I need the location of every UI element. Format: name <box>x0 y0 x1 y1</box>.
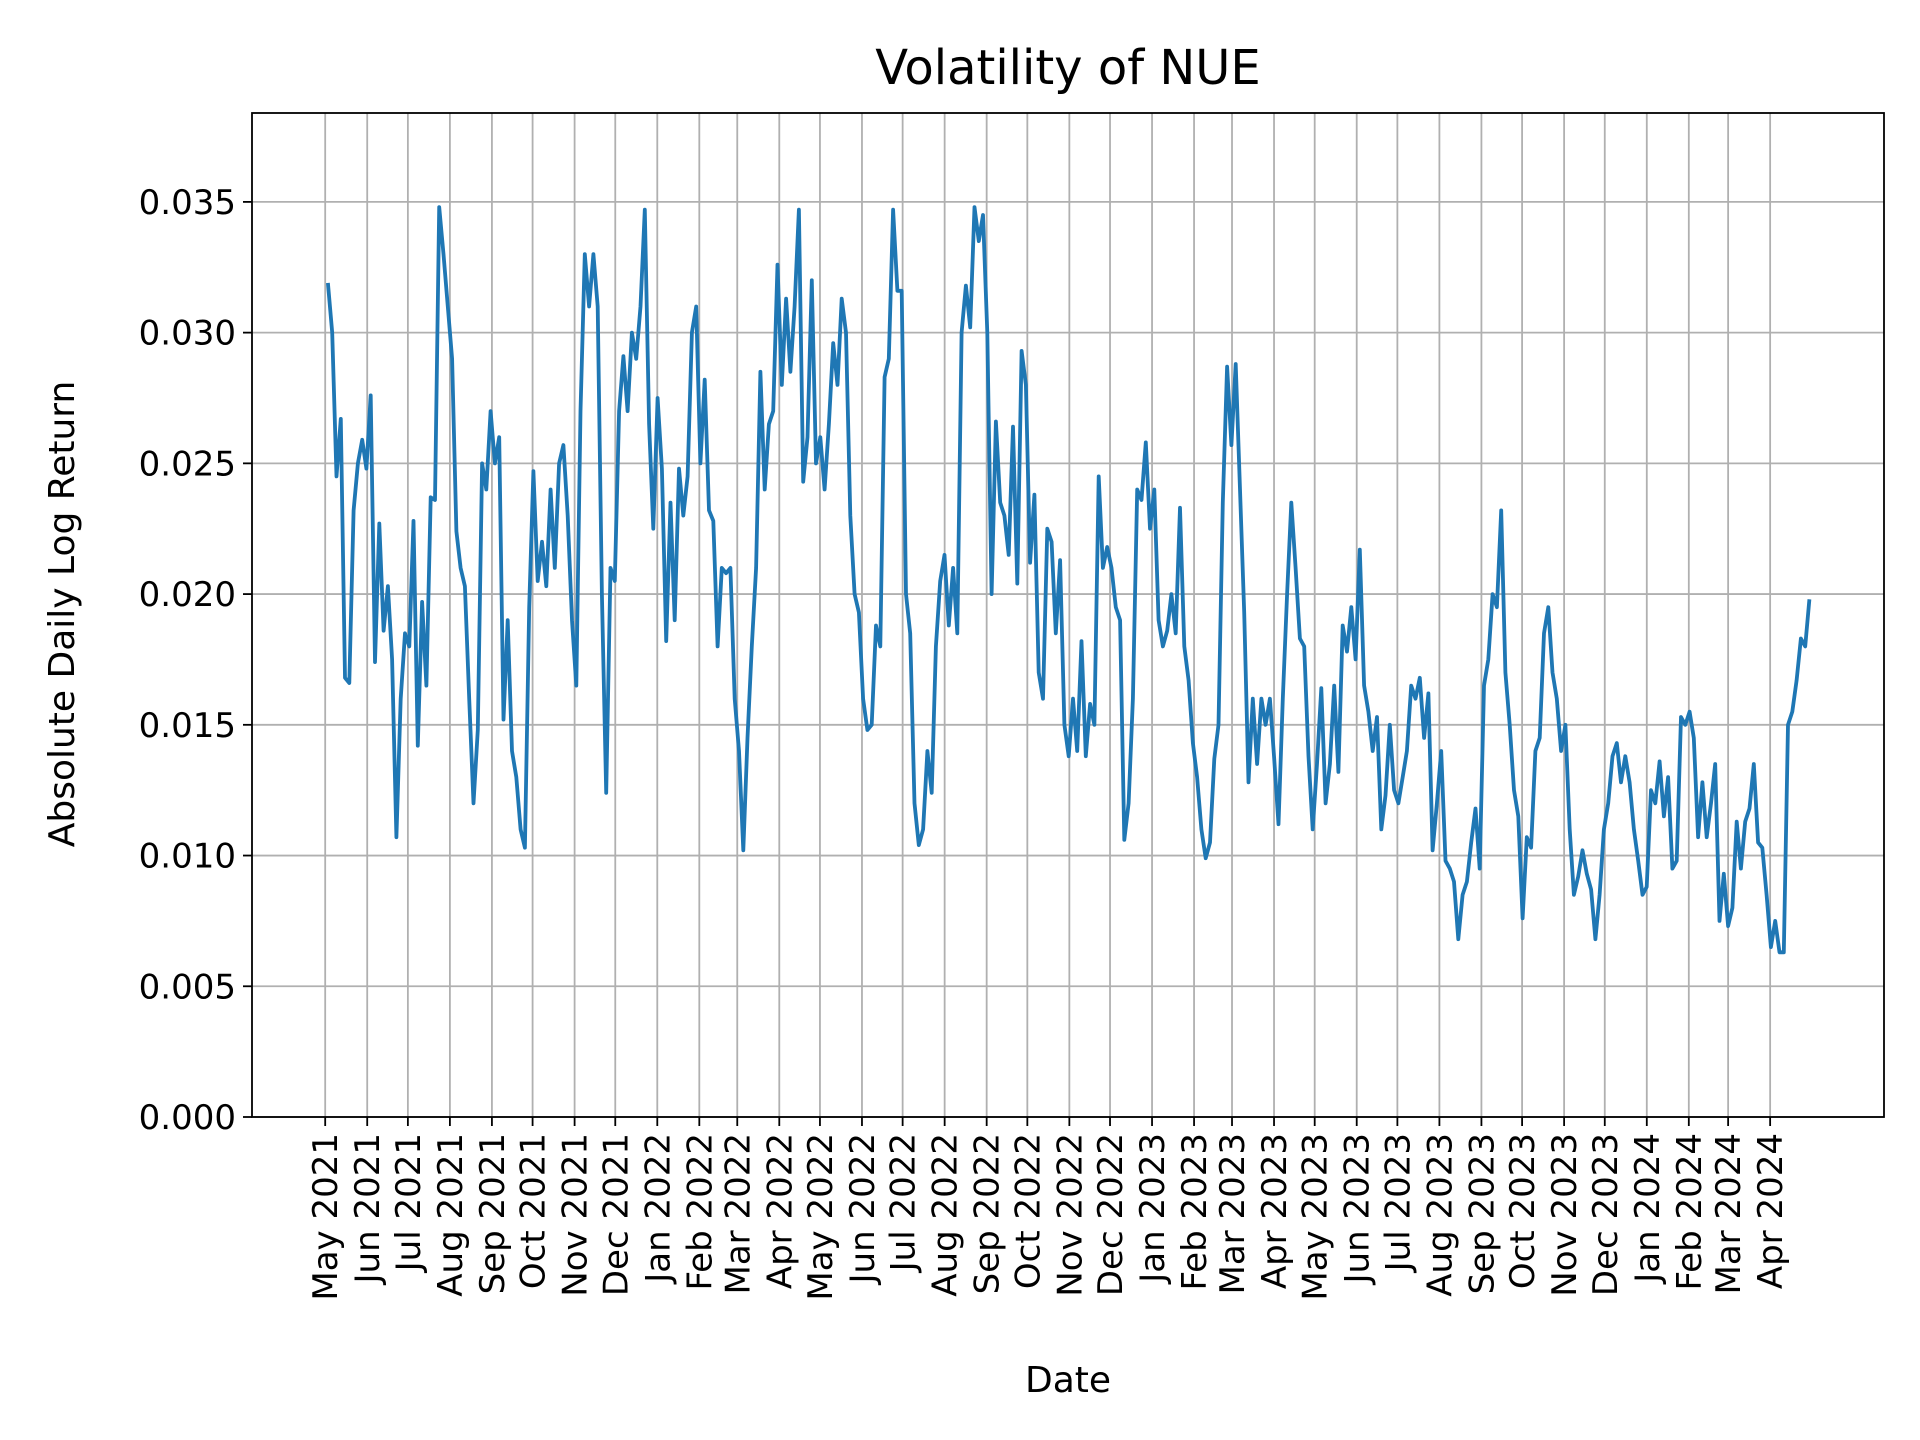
x-tick-label: Feb 2022 <box>680 1133 720 1291</box>
x-tick-label: Dec 2021 <box>596 1133 636 1296</box>
x-tick-label: Mar 2024 <box>1709 1133 1749 1294</box>
x-tick-label: Sep 2023 <box>1462 1133 1502 1294</box>
x-tick-label: Jun 2022 <box>843 1133 883 1285</box>
x-tick-label: Sep 2021 <box>473 1133 513 1294</box>
volatility-line <box>326 205 1812 955</box>
x-tick-label: Feb 2023 <box>1175 1133 1215 1291</box>
x-tick-label: Dec 2023 <box>1586 1133 1626 1296</box>
x-tick-label: Nov 2021 <box>556 1133 596 1297</box>
x-tick-label: Apr 2024 <box>1751 1133 1791 1289</box>
y-tick-label: 0.020 <box>139 575 236 615</box>
x-tick-label: May 2022 <box>801 1133 841 1301</box>
x-tick-label: Jan 2024 <box>1628 1133 1668 1285</box>
x-tick-label: Jan 2022 <box>638 1133 678 1285</box>
y-tick-label: 0.025 <box>139 444 236 484</box>
y-tick-label: 0.030 <box>139 314 236 354</box>
y-tick-label: 0.010 <box>139 837 236 877</box>
series <box>326 205 1812 955</box>
y-tick-label: 0.015 <box>139 706 236 746</box>
x-tick-label: Apr 2023 <box>1255 1133 1295 1289</box>
x-tick-label: Nov 2023 <box>1545 1133 1585 1297</box>
chart-title: Volatility of NUE <box>875 40 1260 96</box>
y-axis-label: Absolute Daily Log Return <box>42 381 83 848</box>
y-tick-label: 0.000 <box>139 1098 236 1138</box>
x-tick-label: Mar 2023 <box>1213 1133 1253 1294</box>
x-tick-label: Nov 2022 <box>1050 1133 1090 1297</box>
x-tick-label: Jul 2021 <box>389 1133 429 1273</box>
x-axis-label: Date <box>1025 1360 1111 1401</box>
y-tick-label: 0.035 <box>139 183 236 223</box>
axis-ticks: 0.000 0.005 0.010 0.015 0.020 0.025 0.030 0.035… <box>139 183 1791 1301</box>
x-tick-label: Jan 2023 <box>1133 1133 1173 1285</box>
x-tick-label: Jun 2021 <box>348 1133 388 1285</box>
plot-frame <box>251 112 1885 1118</box>
x-tick-label: Dec 2022 <box>1091 1133 1131 1296</box>
x-tick-label: Oct 2022 <box>1008 1133 1048 1289</box>
x-tick-label: Aug 2023 <box>1420 1133 1460 1297</box>
x-tick-label: Mar 2022 <box>718 1133 758 1294</box>
x-tick-label: Jul 2022 <box>884 1133 924 1273</box>
x-tick-label: May 2021 <box>306 1133 346 1301</box>
x-tick-label: Sep 2022 <box>968 1133 1008 1294</box>
x-tick-label: May 2023 <box>1296 1133 1336 1301</box>
x-tick-label: Feb 2024 <box>1670 1133 1710 1291</box>
x-tick-label: Apr 2022 <box>760 1133 800 1289</box>
y-tick-label: 0.005 <box>139 967 236 1007</box>
grid <box>252 113 1884 1118</box>
x-tick-label: Aug 2022 <box>926 1133 966 1297</box>
x-tick-label: Jun 2023 <box>1338 1133 1378 1285</box>
x-tick-label: Oct 2023 <box>1503 1133 1543 1289</box>
x-tick-label: Aug 2021 <box>431 1133 471 1297</box>
x-tick-label: Oct 2021 <box>514 1133 554 1289</box>
x-tick-label: Jul 2023 <box>1378 1133 1418 1273</box>
